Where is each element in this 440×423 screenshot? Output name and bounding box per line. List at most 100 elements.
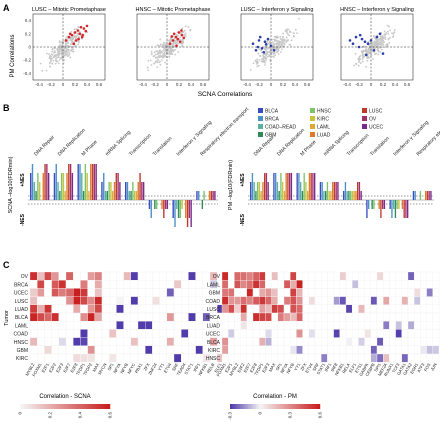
highlight-point [70, 33, 74, 37]
empty-cell [259, 345, 266, 355]
background-point [184, 34, 187, 37]
heat-cell [352, 280, 359, 289]
bar [166, 200, 169, 209]
background-point [373, 37, 376, 39]
panel-b-left-ylabel: SCNA –log10(FDRmin) [8, 156, 14, 213]
empty-cell [240, 288, 247, 297]
empty-cell [407, 288, 415, 297]
empty-cell [130, 353, 139, 363]
empty-cell [302, 353, 309, 363]
empty-cell [228, 337, 235, 346]
heat-cell [87, 312, 95, 322]
empty-cell [109, 304, 117, 314]
heat-cell [358, 304, 365, 314]
empty-cell [432, 304, 440, 314]
heat-cell [221, 280, 229, 289]
background-point [249, 69, 252, 71]
background-point [70, 43, 72, 46]
x-tick-label: 0.6 [200, 82, 207, 87]
empty-cell [181, 304, 189, 314]
bar [103, 173, 105, 200]
col-label: NFYA [112, 362, 122, 374]
colorbar-segment [308, 404, 311, 409]
row-label: HNSC [206, 356, 221, 362]
legend-swatch [310, 124, 315, 129]
background-point [380, 44, 383, 46]
x-tick-label: 0 [270, 82, 273, 87]
empty-cell [283, 345, 291, 355]
empty-cell [152, 329, 160, 338]
background-point [374, 53, 376, 56]
background-point [63, 59, 66, 61]
bar [326, 182, 329, 200]
heat-cell [173, 353, 182, 363]
empty-cell [94, 345, 103, 355]
background-point [160, 59, 163, 61]
heat-cell [395, 329, 402, 338]
empty-cell [80, 271, 88, 281]
highlight-point [381, 52, 385, 55]
x-tick-label: 0.4 [392, 82, 399, 87]
bar [77, 164, 79, 200]
empty-cell [339, 353, 347, 363]
background-point [258, 58, 261, 61]
bar [425, 191, 427, 200]
bar [59, 191, 61, 200]
empty-cell [358, 312, 365, 322]
background-point [292, 34, 295, 37]
heat-cell [73, 337, 81, 346]
bar [117, 173, 119, 200]
x-tick-label: -0.2 [151, 82, 159, 87]
col-label: ZFX [142, 362, 150, 372]
background-point [58, 49, 61, 52]
empty-cell [234, 329, 241, 338]
bar [179, 200, 182, 218]
heat-cell [37, 288, 45, 297]
heat-cell [29, 337, 38, 346]
empty-cell [109, 321, 117, 330]
background-point [377, 44, 380, 46]
empty-cell [308, 337, 316, 346]
background-point [157, 44, 160, 47]
background-point [75, 45, 77, 47]
bar [430, 191, 432, 200]
background-point [252, 62, 255, 64]
empty-cell [123, 329, 131, 338]
empty-cell [271, 321, 278, 330]
background-point [387, 32, 390, 35]
heat-cell [290, 296, 297, 305]
empty-cell [376, 329, 384, 338]
heat-cell [44, 312, 52, 322]
empty-cell [339, 288, 347, 297]
scatter-title: HNSC – Mitotic Prometaphase [136, 7, 211, 13]
legend-swatch [362, 124, 367, 129]
background-point [69, 56, 72, 59]
bar [335, 182, 337, 200]
empty-cell [87, 321, 95, 330]
empty-cell [370, 280, 378, 289]
bar [150, 200, 152, 218]
legend-item-hnsc: HNSC [310, 108, 332, 115]
empty-cell [259, 321, 266, 330]
bar [128, 191, 130, 200]
highlight-point [354, 35, 358, 39]
scatter-plot-1: LUSC – Mitotic Prometaphase -0.4 -0.2 0 0.2 0… [23, 7, 106, 87]
background-point [77, 35, 80, 38]
empty-cell [173, 321, 182, 330]
empty-cell [327, 280, 334, 289]
bar [396, 200, 398, 209]
empty-cell [401, 329, 409, 338]
background-point [170, 51, 173, 53]
background-point [66, 41, 69, 44]
empty-cell [327, 337, 334, 346]
bar [133, 191, 136, 200]
background-point [268, 40, 271, 43]
x-tick-label: 0.2 [176, 82, 183, 87]
row-label: BRCA [206, 315, 221, 321]
legend-label: COAD–READ [265, 125, 297, 131]
colorbar-segment [244, 404, 247, 409]
legend-label: OV [369, 117, 377, 123]
empty-cell [228, 345, 235, 355]
col-label: FOXM1 [31, 362, 43, 378]
heat-cell [87, 304, 95, 314]
